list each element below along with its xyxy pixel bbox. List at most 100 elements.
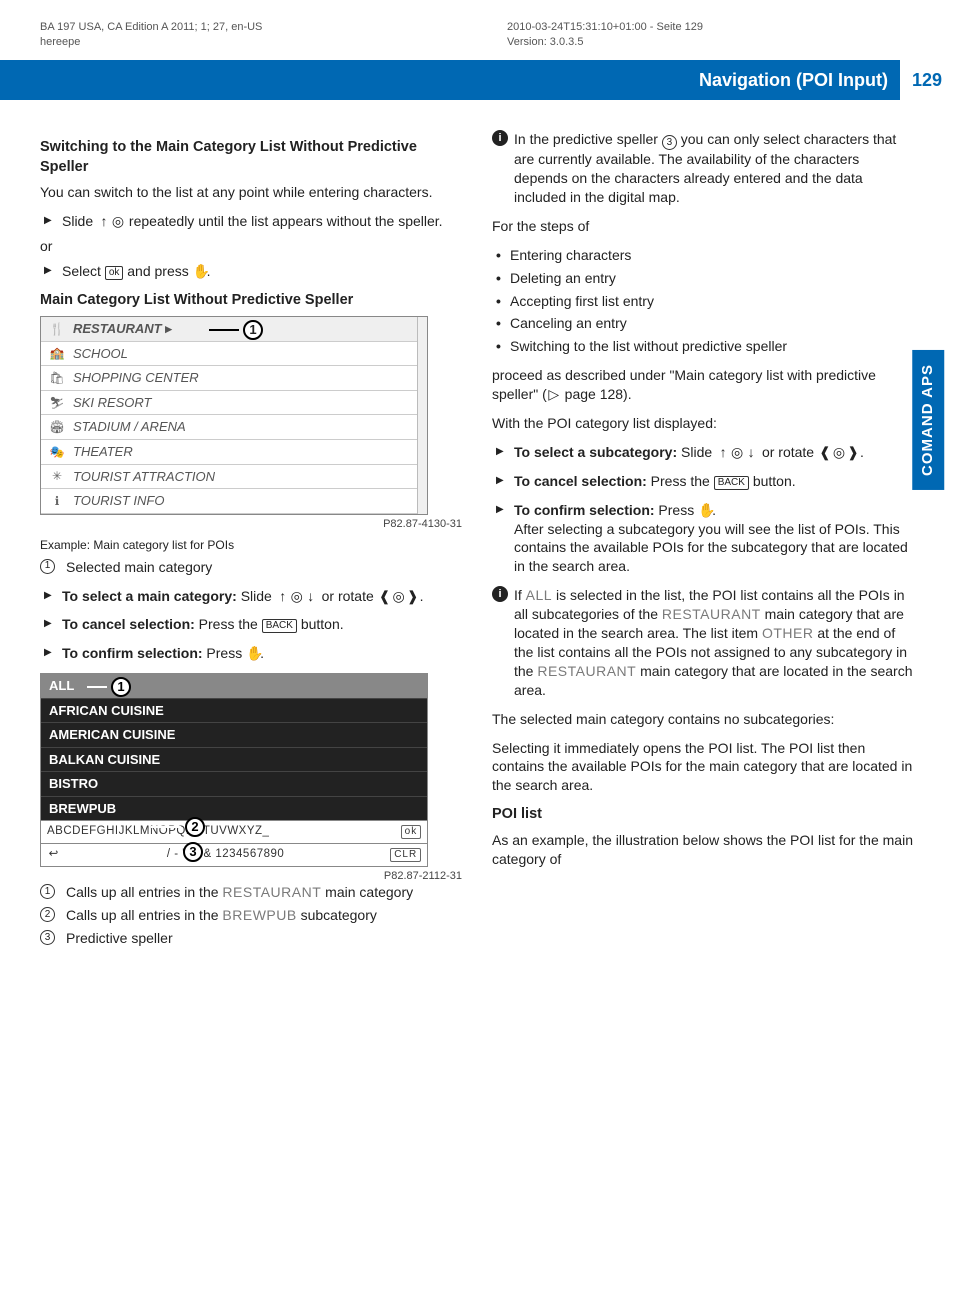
category-row[interactable]: 🏫 SCHOOL [41,342,427,367]
category-icon: 🎭 [49,444,65,460]
rotl-icon: ❰ [378,587,392,606]
knob-icon: ◎ [730,443,744,462]
meta-right-1: 2010-03-24T15:31:10+01:00 - Seite 129 [507,20,914,35]
step-confirm: To confirm selection: Press ✋. [40,644,462,663]
category-label: THEATER [73,443,133,461]
figure-category-list: 🍴 RESTAURANT ▸ 🏫 SCHOOL 🛍SHOPPING CENTER ⛷ SKI… [40,316,428,514]
right-column: i In the predictive speller 3 you can on… [492,130,914,958]
subcategory-row[interactable]: AMERICAN CUISINE [41,722,427,747]
legend2-2: 2Calls up all entries in the BREWPUB sub… [40,906,462,925]
figure-speller: ALL 1 AFRICAN CUISINEAMERICAN CUISINEBAL… [40,673,428,866]
meta-left-1: BA 197 USA, CA Edition A 2011; 1; 27, en… [40,20,447,35]
ok-key-icon: ok [401,825,422,839]
bullet-item: Switching to the list without predictive… [492,337,914,356]
para-switch: You can switch to the list at any point … [40,183,462,202]
press-icon: ✋ [246,644,260,663]
knob-icon: ◎ [111,212,125,231]
subcategory-row[interactable]: BALKAN CUISINE [41,747,427,772]
page-title: Navigation (POI Input) [687,60,900,100]
page-header-bar: Navigation (POI Input) 129 [0,60,954,100]
down-icon: ↓ [304,587,318,606]
category-label: SHOPPING CENTER [73,369,199,387]
page-number: 129 [900,60,954,100]
heading-poi-list: POI list [492,805,914,825]
proceed-text: proceed as described under "Main categor… [492,366,914,404]
bullet-item: Entering characters [492,246,914,265]
scrollbar[interactable] [417,317,427,513]
bullet-item: Deleting an entry [492,269,914,288]
left-column: Switching to the Main Category List With… [40,130,462,958]
step-select-main: To select a main category: Slide ↑◎↓ or … [40,587,462,606]
category-label: STADIUM / ARENA [73,418,186,436]
category-row[interactable]: 🎭 THEATER [41,440,427,465]
knob-icon: ◎ [392,587,406,606]
category-row[interactable]: ✳ TOURIST ATTRACTION [41,465,427,490]
callout-3: 3 [183,842,203,862]
category-row[interactable]: ⛷ SKI RESORT [41,391,427,416]
back-key-icon: BACK [262,619,297,633]
meta-right-2: Version: 3.0.3.5 [507,35,914,50]
category-icon: ⛷ [49,395,65,411]
figure1-id: P82.87-4130-31 [40,517,462,532]
legend-1: 1Selected main category [40,558,462,577]
nosub-heading: The selected main category contains no s… [492,710,914,729]
or-text: or [40,237,462,256]
for-steps: For the steps of [492,217,914,236]
rotl-icon: ❰ [818,443,832,462]
return-icon: ↩ [47,847,61,863]
step-confirm-2: To confirm selection: Press ✋. After sel… [492,501,914,577]
category-row[interactable]: 🏟 STADIUM / ARENA [41,415,427,440]
meta-left-2: hereepe [40,35,447,50]
nosub-para: Selecting it immediately opens the POI l… [492,739,914,796]
heading-main-cat: Main Category List Without Predictive Sp… [40,291,462,311]
up-icon: ↑ [97,212,111,231]
step-cancel: To cancel selection: Press the BACK butt… [40,615,462,634]
press-icon: ✋ [698,501,712,520]
speller-row-num[interactable]: ↩ / - ' . , & 1234567890 CLR [41,843,427,866]
rotr-icon: ❱ [406,587,420,606]
category-icon: 🍴 [49,321,65,337]
triangle-icon: ▷ [547,385,561,404]
category-row[interactable]: ℹ TOURIST INFO [41,489,427,514]
category-icon: ℹ [49,493,65,509]
ok-key-icon: ok [105,266,124,280]
subcategory-row[interactable]: BREWPUB [41,796,427,821]
bullet-item: Accepting first list entry [492,292,914,311]
up-icon: ↑ [716,443,730,462]
step-cancel-2: To cancel selection: Press the BACK butt… [492,472,914,491]
back-key-icon: BACK [714,476,749,490]
info-icon: i [492,130,508,146]
header-meta: BA 197 USA, CA Edition A 2011; 1; 27, en… [40,20,914,50]
step-select-sub: To select a subcategory: Slide ↑◎↓ or ro… [492,443,914,462]
category-label: TOURIST ATTRACTION [73,468,215,486]
info-predictive: i In the predictive speller 3 you can on… [492,130,914,207]
category-label: SKI RESORT [73,394,152,412]
category-icon: 🏟 [49,419,65,435]
subcategory-row[interactable]: AFRICAN CUISINE [41,698,427,723]
clr-key-icon: CLR [390,848,421,862]
category-label: RESTAURANT ▸ [73,320,172,338]
poi-para: As an example, the illustration below sh… [492,831,914,869]
with-poi-text: With the POI category list displayed: [492,414,914,433]
press-icon: ✋ [193,262,207,281]
category-row[interactable]: 🛍SHOPPING CENTER [41,366,427,391]
step-slide: Slide ↑◎ repeatedly until the list appea… [40,212,462,231]
info-icon: i [492,586,508,602]
figure2-id: P82.87-2112-31 [40,869,462,884]
bullet-item: Canceling an entry [492,314,914,333]
step-select-ok: Select ok and press ✋. [40,262,462,281]
knob-icon: ◎ [290,587,304,606]
callout-2: 2 [151,817,205,837]
legend2-1: 1Calls up all entries in the RESTAURANT … [40,883,462,902]
heading-switch: Switching to the Main Category List With… [40,138,462,177]
category-icon: 🏫 [49,345,65,361]
callout-1: 1 [209,320,263,340]
category-label: SCHOOL [73,345,128,363]
category-label: TOURIST INFO [73,492,164,510]
speller-all-row[interactable]: ALL 1 [41,674,427,698]
info-all: i If ALL is selected in the list, the PO… [492,586,914,699]
speller-row-alpha[interactable]: ABCDEFGHIJKLMNOPQRSTUVWXYZ_ ok [41,820,427,843]
category-icon: ✳ [49,468,65,484]
subcategory-row[interactable]: BISTRO [41,771,427,796]
knob-icon: ◎ [832,443,846,462]
